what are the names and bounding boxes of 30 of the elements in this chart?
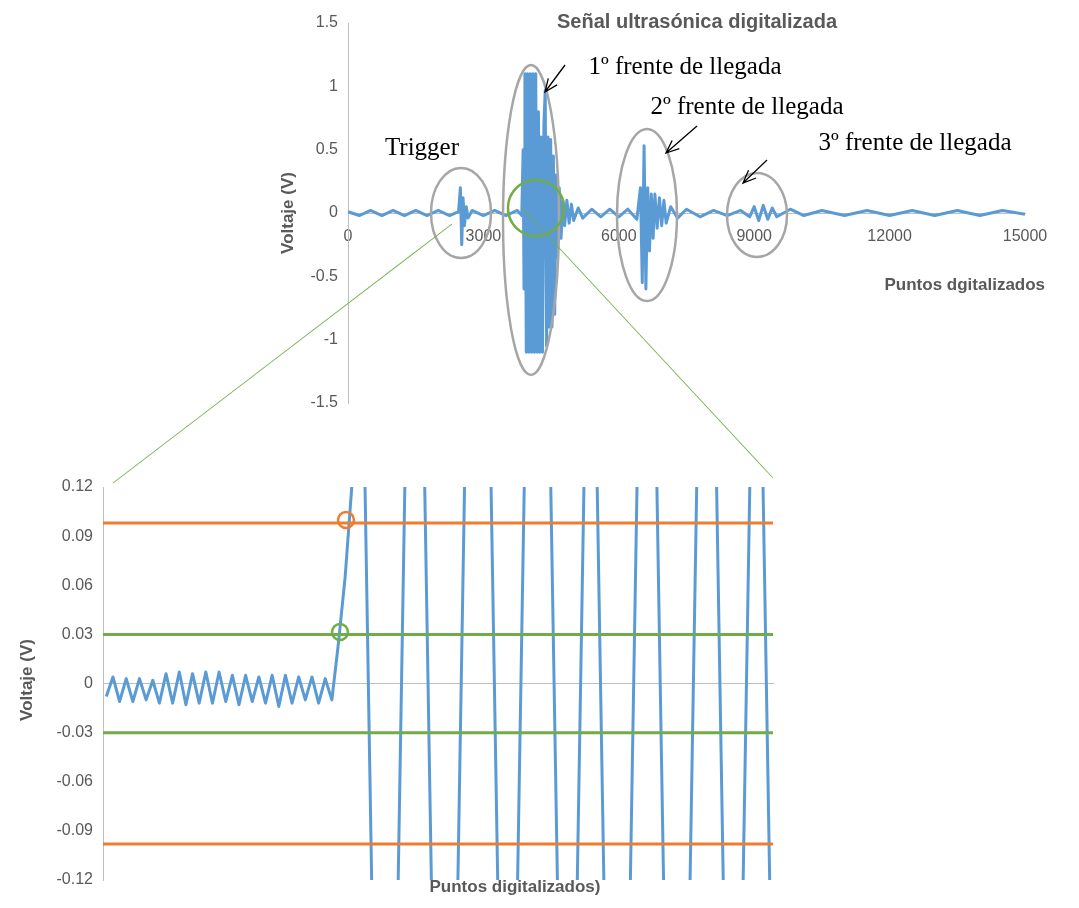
x-tick-label: 12000 xyxy=(867,227,912,245)
annotation: 2º frente de llegada xyxy=(650,91,844,119)
y-tick-label: -0.12 xyxy=(56,870,94,888)
y-tick-label: -0.5 xyxy=(310,266,339,284)
x-tick-label: 0 xyxy=(343,227,353,245)
annotation: 1º frente de llegada xyxy=(588,51,782,79)
y-tick-label: -1 xyxy=(323,330,339,348)
y-tick-label: 0.06 xyxy=(61,575,94,593)
chart-title: Señal ultrasónica digitalizada xyxy=(557,10,838,33)
y-tick-label: 0.09 xyxy=(61,526,94,544)
y-tick-label: -0.06 xyxy=(56,772,94,790)
x-axis-title: Puntos dgitalizados xyxy=(884,275,1046,295)
annotation: Trigger xyxy=(384,132,460,160)
y-tick-label: 0.12 xyxy=(61,477,94,495)
x-tick-label: 15000 xyxy=(1002,227,1048,245)
y-tick-label: 1 xyxy=(329,76,339,94)
x-axis-title: Puntos digitalizados) xyxy=(429,877,601,897)
x-tick-label: 9000 xyxy=(736,227,773,245)
y-tick-label: 0 xyxy=(84,673,94,691)
y-tick-label: 0 xyxy=(329,203,339,221)
y-tick-label: -1.5 xyxy=(310,393,339,411)
annotation: 3º frente de llegada xyxy=(818,127,1012,155)
y-tick-label: 1.5 xyxy=(315,13,339,31)
y-axis-title: Voltaje (V) xyxy=(16,639,37,721)
x-tick-label: 3000 xyxy=(465,227,502,245)
y-tick-label: -0.09 xyxy=(56,821,94,839)
y-axis-title: Voltaje (V) xyxy=(277,172,298,254)
y-tick-label: -0.03 xyxy=(56,723,94,741)
y-tick-label: 0.03 xyxy=(61,624,94,642)
y-tick-label: 0.5 xyxy=(315,140,339,158)
